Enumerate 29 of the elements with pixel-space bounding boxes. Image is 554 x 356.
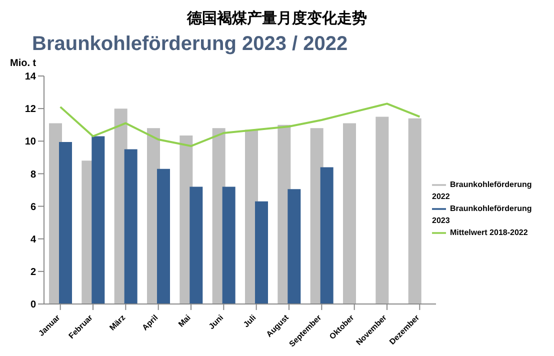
y-tick-label: 12 (24, 104, 36, 116)
chart-subtitle: Braunkohleförderung 2023 / 2022 (32, 32, 349, 57)
legend-label: Braunkohleförderung 2023 (432, 204, 532, 225)
legend-label: Braunkohleförderung 2022 (432, 180, 532, 201)
bar (92, 136, 105, 304)
x-tick-label: Juli (242, 313, 258, 330)
bar (288, 189, 301, 304)
bar (343, 123, 356, 304)
y-tick-label: 8 (30, 169, 36, 180)
bar (124, 149, 138, 304)
bar (157, 168, 170, 304)
chart-title: 德国褐煤产量月度变化走势 (186, 9, 368, 29)
bar (222, 186, 236, 304)
y-axis-title: Mio. t (10, 58, 38, 70)
y-tick-label: 2 (30, 266, 36, 278)
legend-label: Mittelwert 2018-2022 (450, 228, 528, 238)
y-tick-label: 0 (30, 300, 36, 311)
bar (190, 186, 203, 304)
line-series (59, 102, 421, 148)
bar (320, 167, 334, 304)
bar (59, 142, 72, 304)
x-tick-label: Mai (176, 313, 192, 329)
bar (376, 116, 389, 304)
bar (408, 118, 422, 304)
y-tick-label: 10 (24, 136, 36, 148)
y-tick-label: 4 (30, 234, 36, 246)
bar (255, 201, 268, 304)
y-tick-label: 14 (24, 72, 36, 83)
y-tick-label: 6 (30, 202, 36, 213)
